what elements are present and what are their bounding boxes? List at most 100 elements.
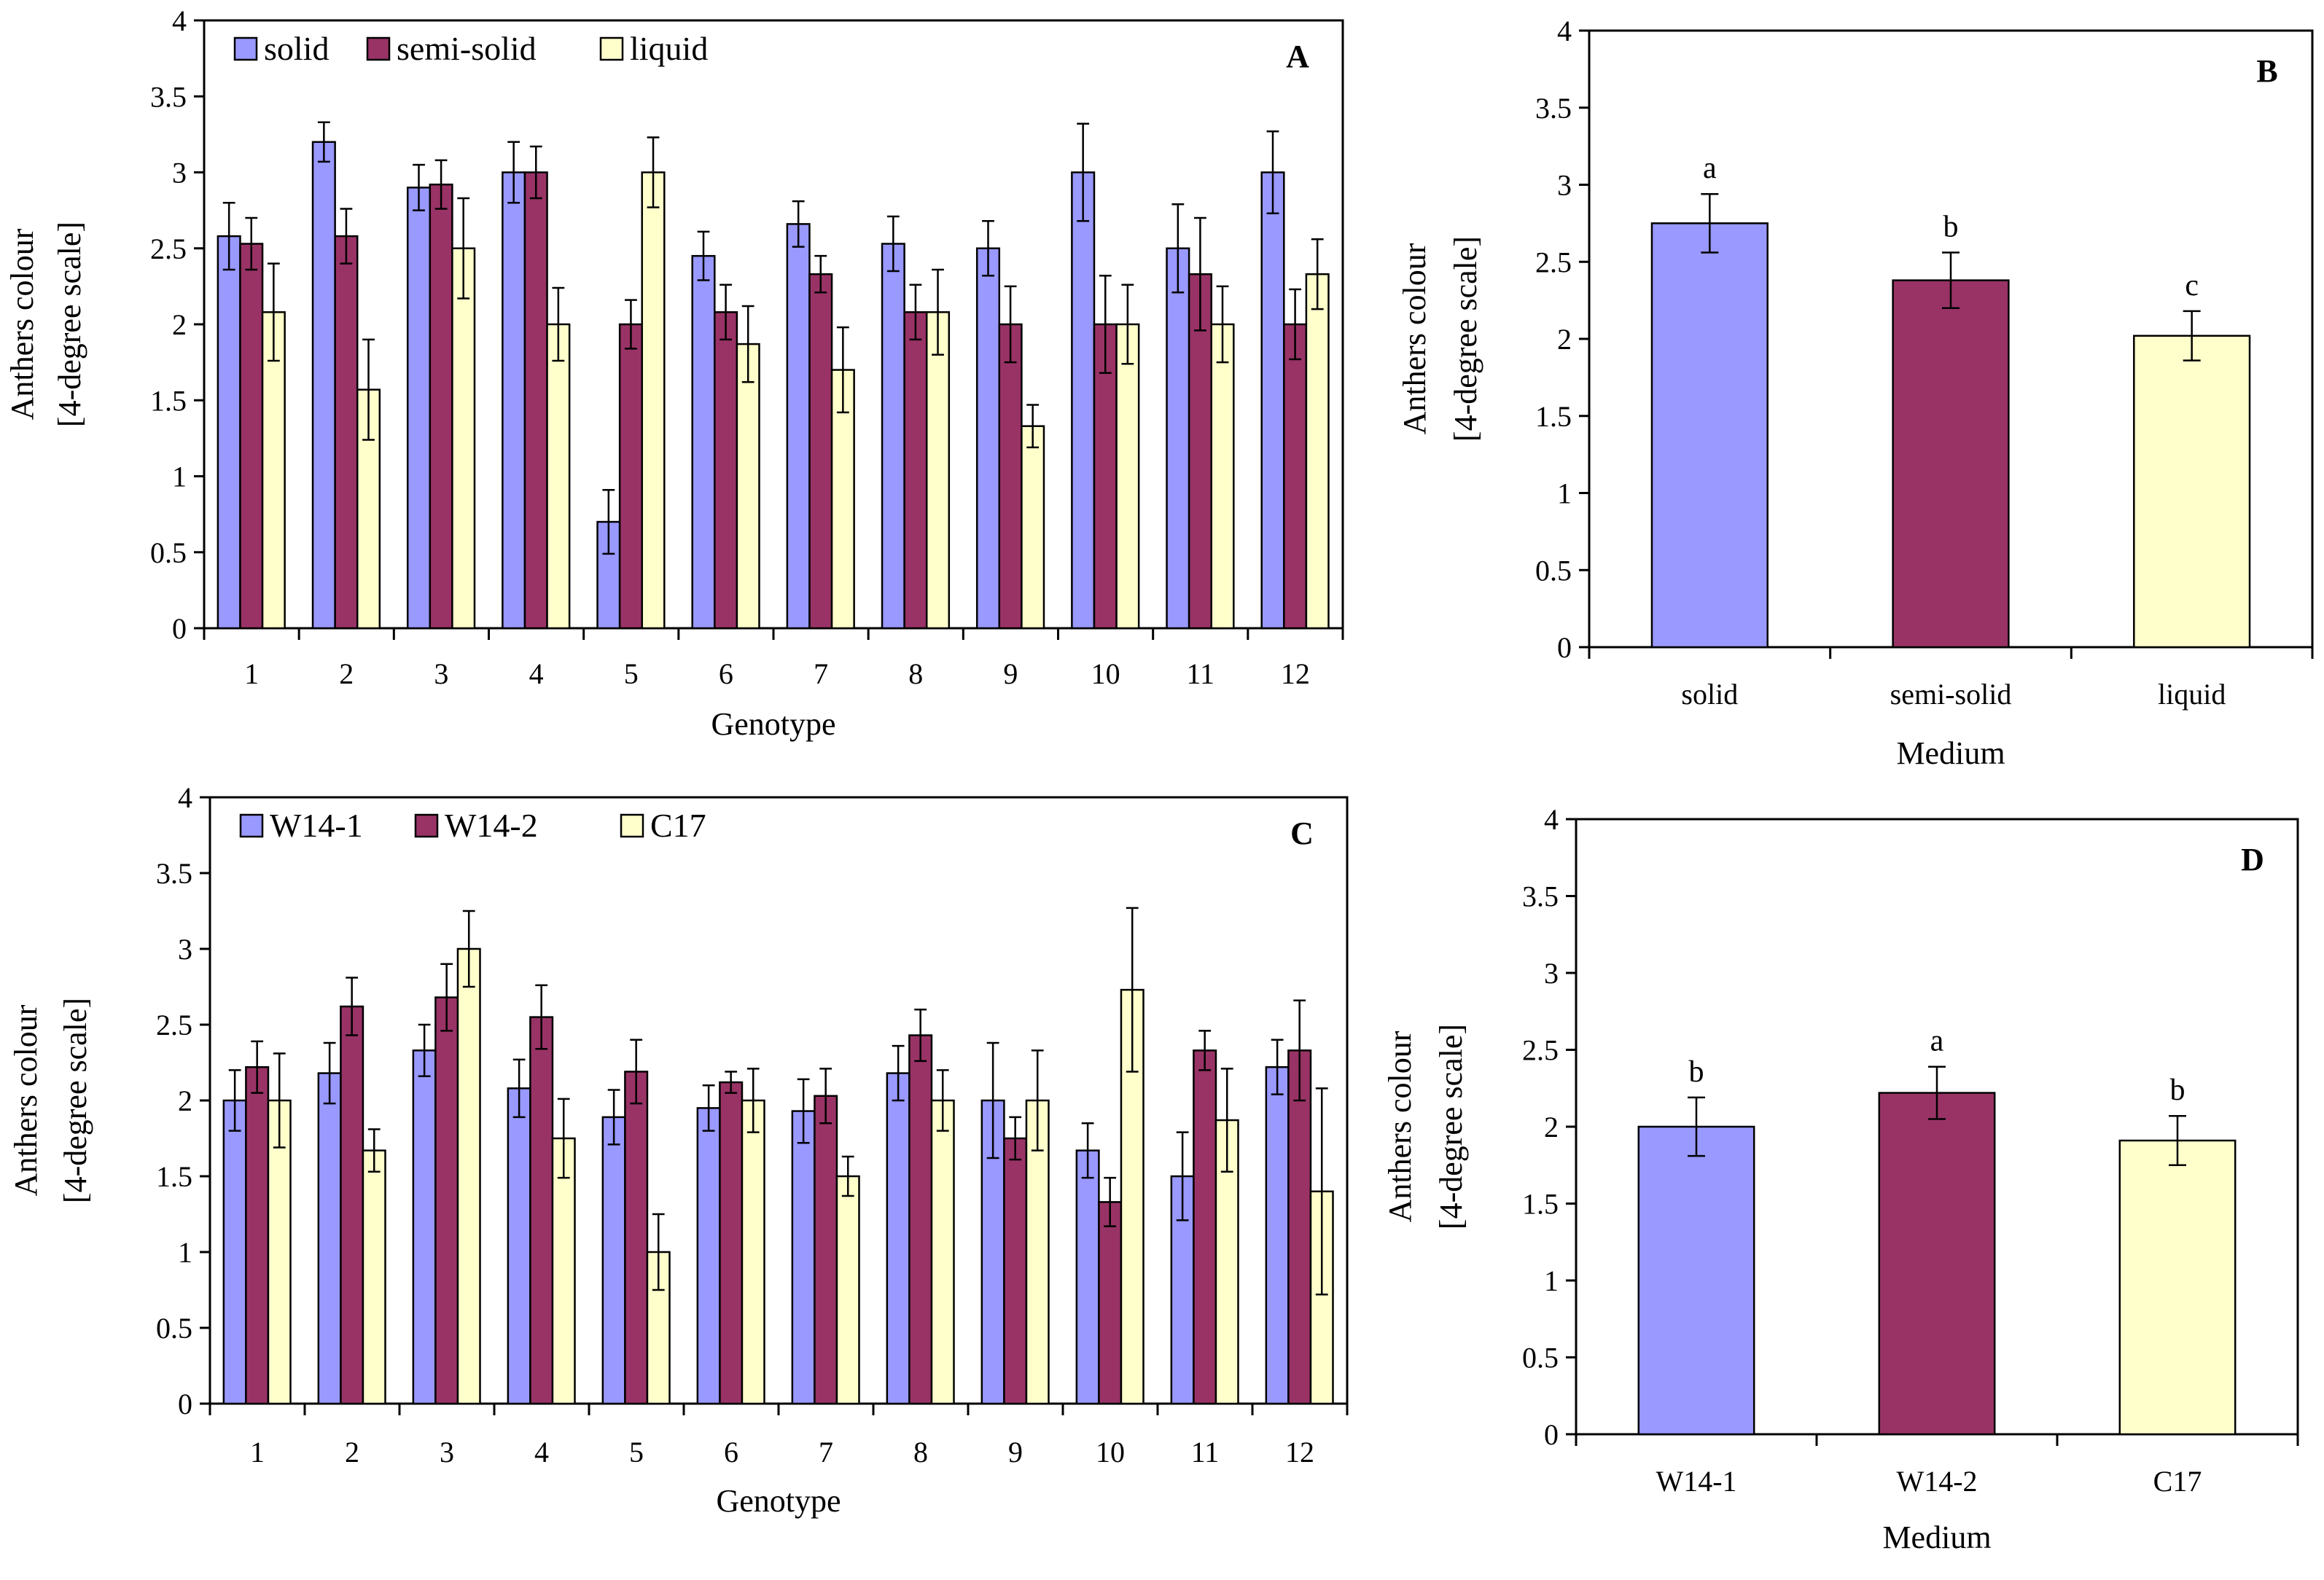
bar: [1637, 1125, 1755, 1436]
y-tick-label: 0.5: [156, 1312, 192, 1345]
bar-w14-2: [1193, 1049, 1217, 1405]
bar-semi-solid: [808, 273, 833, 630]
bar-c17: [456, 947, 481, 1405]
y-tick-label: 4: [178, 781, 192, 814]
bar-w14-2: [908, 1034, 933, 1405]
x-tick-label: 2: [345, 1436, 359, 1468]
legend-entry: W14-2: [445, 807, 538, 844]
y-tick-label: 2: [172, 308, 187, 341]
x-tick-label: semi-solid: [1890, 678, 2012, 711]
y-tick-label: 3: [172, 157, 187, 189]
bar-liquid: [1115, 323, 1140, 630]
significance-letter: b: [2170, 1073, 2185, 1107]
bar-w14-1: [317, 1072, 342, 1405]
x-tick-label: 9: [1003, 657, 1018, 690]
bar-solid: [217, 235, 241, 630]
y-tick-label: 1: [1544, 1264, 1559, 1297]
significance-letter: a: [1930, 1025, 1944, 1058]
y-tick-label: 3.5: [1535, 92, 1572, 125]
bar-semi-solid: [429, 183, 453, 630]
y-tick-label: 4: [172, 4, 187, 37]
bar-w14-1: [222, 1099, 247, 1405]
x-axis-label: Genotype: [711, 706, 835, 742]
y-tick-label: 3: [1544, 957, 1559, 990]
bar-solid: [502, 171, 526, 630]
y-tick-label: 0: [1557, 631, 1572, 664]
x-tick-label: W14-2: [1896, 1465, 1977, 1498]
bar-liquid: [1021, 425, 1045, 630]
x-tick-label: 4: [529, 657, 544, 690]
x-tick-label: 5: [629, 1436, 644, 1468]
chart-panel-c: 0 0.5 1 1.5 2 2.5 3 3.5 4 Anthers colour [4-degree…: [8, 781, 1349, 1519]
y-tick-label: 1.5: [156, 1160, 192, 1193]
bar-w14-1: [1075, 1149, 1100, 1405]
y-tick-label: 0: [1544, 1418, 1559, 1451]
bar-solid: [975, 247, 1001, 630]
bar-semi-solid: [1093, 323, 1118, 630]
legend-swatch: [620, 813, 644, 838]
y-axis-label: Anthers colour: [1397, 243, 1432, 434]
bar-semi-solid: [523, 171, 548, 630]
significance-letter: a: [1703, 152, 1717, 185]
bar: [2133, 335, 2251, 649]
chart-panel-b: 0 0.5 1 1.5 2 2.5 3 3.5 4 Anthers colour [4-degree…: [1397, 15, 2314, 771]
bar-w14-1: [412, 1049, 437, 1405]
legend: solid semi-solid liquid: [233, 30, 708, 67]
bar-solid: [881, 243, 905, 630]
x-tick-label: 7: [814, 657, 828, 690]
bar: [1650, 222, 1769, 649]
bar-solid: [406, 187, 432, 630]
bar-w14-1: [601, 1116, 626, 1405]
y-axis-label: Anthers colour: [1382, 1030, 1418, 1222]
y-tick-label: 2.5: [156, 1009, 192, 1041]
y-tick-label: 3.5: [1522, 880, 1559, 913]
legend: W14-1 W14-2 C17: [239, 807, 706, 844]
x-tick-label: solid: [1681, 678, 1738, 711]
bar-c17: [741, 1099, 765, 1405]
bar-semi-solid: [618, 323, 643, 630]
bar-w14-2: [719, 1081, 744, 1405]
bar-liquid: [736, 343, 760, 630]
y-tick-label: 2: [1544, 1111, 1559, 1143]
y-axis-label: [4-degree scale]: [1448, 236, 1483, 442]
bar-liquid: [546, 323, 571, 630]
x-tick-label: 1: [250, 1436, 265, 1468]
x-tick-label: 12: [1285, 1436, 1314, 1468]
bar-solid: [786, 223, 811, 630]
y-tick-label: 1.5: [1535, 400, 1572, 433]
legend-swatch: [366, 36, 391, 61]
x-axis-label: Medium: [1896, 735, 2005, 771]
y-tick-label: 0.5: [150, 536, 187, 569]
bar-w14-2: [624, 1071, 649, 1405]
y-axis-label: Anthers colour: [4, 228, 40, 420]
bar-liquid: [925, 311, 951, 630]
bar-w14-1: [791, 1110, 816, 1405]
x-axis-label: Medium: [1882, 1520, 1991, 1555]
x-tick-label: 4: [534, 1436, 549, 1468]
panel-label: D: [2241, 842, 2264, 877]
bar-c17: [267, 1099, 292, 1405]
y-tick-label: 2: [1557, 323, 1572, 356]
bar-c17: [930, 1099, 955, 1405]
x-tick-label: 2: [339, 657, 354, 690]
bar-c17: [362, 1149, 386, 1405]
bar: [2118, 1139, 2237, 1436]
bar-semi-solid: [1188, 273, 1212, 630]
x-tick-label: 12: [1281, 657, 1310, 690]
y-tick-label: 0: [172, 612, 187, 645]
significance-letter: b: [1689, 1055, 1704, 1089]
x-tick-label: 10: [1091, 657, 1120, 690]
bar-w14-2: [529, 1016, 554, 1405]
y-tick-label: 0: [178, 1388, 192, 1420]
bar-solid: [1260, 171, 1285, 630]
bar-liquid: [1305, 273, 1330, 630]
legend-entry: solid: [264, 30, 329, 67]
x-tick-label: 11: [1191, 1436, 1220, 1468]
legend-entry: semi-solid: [397, 30, 537, 67]
y-axis-label: [4-degree scale]: [1433, 1024, 1469, 1229]
y-tick-label: 1: [178, 1236, 192, 1269]
x-tick-label: 6: [724, 1436, 738, 1468]
y-tick-label: 0.5: [1535, 554, 1572, 587]
bar-w14-2: [1287, 1049, 1312, 1405]
